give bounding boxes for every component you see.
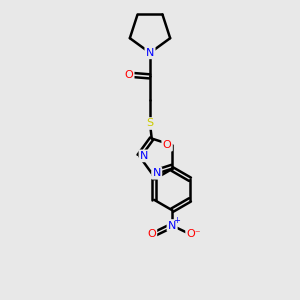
Text: O: O (163, 140, 172, 150)
Text: N: N (140, 151, 148, 161)
Text: N: N (168, 220, 176, 230)
Text: O⁻: O⁻ (187, 229, 201, 239)
Text: S: S (146, 118, 154, 128)
Text: N: N (146, 48, 154, 58)
Text: O: O (147, 229, 156, 239)
Text: +: + (173, 216, 180, 225)
Text: O: O (124, 70, 133, 80)
Text: N: N (152, 168, 161, 178)
